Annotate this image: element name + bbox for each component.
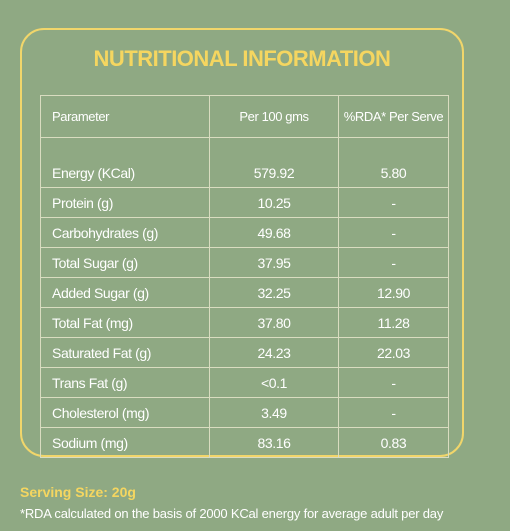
table-cell: <0.1 [209,367,339,398]
table-row: Protein (g) 10.25- [40,187,449,218]
table-cell: %RDA* Per Serve [338,95,449,138]
table-cell: Energy (KCal) [40,137,210,188]
table-cell: Sodium (mg) [40,427,210,458]
table-row: Trans Fat (g) <0.1- [40,367,449,398]
table-row: Parameter Per 100 gms %RDA* Per Serve [40,95,449,138]
table-cell: 49.68 [209,217,339,248]
title: NUTRITIONAL INFORMATION [93,46,391,71]
table-row: Carbohydrates (g) 49.68- [40,217,449,248]
table-cell: Carbohydrates (g) [40,217,210,248]
table-cell: 0.83 [338,427,449,458]
table-row: Energy (KCal) 579.92 5.80 [40,137,449,188]
table-row: Total Sugar (g) 37.95- [40,247,449,278]
footnote: *RDA calculated on the basis of 2000 KCa… [20,506,444,521]
table-cell: Parameter [40,95,210,138]
table-row: Cholesterol (mg) 3.49- [40,397,449,428]
table-cell: - [338,217,449,248]
table-cell: 579.92 [209,137,339,188]
table-cell: - [338,247,449,278]
table-row: Total Fat (mg) 37.80 11.28 [40,307,449,338]
table-cell: 37.80 [209,307,339,338]
serving-size: Serving Size: 20g [20,484,136,500]
table-row: Added Sugar (g) 32.25 12.90 [40,277,449,308]
table-cell: Added Sugar (g) [40,277,210,308]
table-row: Saturated Fat (g) 24.23 22.03 [40,337,449,368]
table-cell: 24.23 [209,337,339,368]
table-cell: Total Fat (mg) [40,307,210,338]
table-cell: - [338,187,449,218]
table-cell: 12.90 [338,277,449,308]
table-cell: - [338,397,449,428]
table-cell: 37.95 [209,247,339,278]
table-cell: 22.03 [338,337,449,368]
table-cell: Cholesterol (mg) [40,397,210,428]
table-cell: Per 100 gms [209,95,339,138]
table-cell: Total Sugar (g) [40,247,210,278]
table-cell: - [338,367,449,398]
table-cell: 32.25 [209,277,339,308]
table-cell: 11.28 [338,307,449,338]
table-cell: Protein (g) [40,187,210,218]
table-cell: 3.49 [209,397,339,428]
table-cell: 5.80 [338,137,449,188]
table-cell: Saturated Fat (g) [40,337,210,368]
table-cell: 83.16 [209,427,339,458]
table-cell: 10.25 [209,187,339,218]
table-row: Sodium (mg) 83.16 0.83 [40,427,449,458]
nutrition-table: Parameter Per 100 gms %RDA* Per Serve Energ… [40,95,449,458]
table-cell: Trans Fat (g) [40,367,210,398]
